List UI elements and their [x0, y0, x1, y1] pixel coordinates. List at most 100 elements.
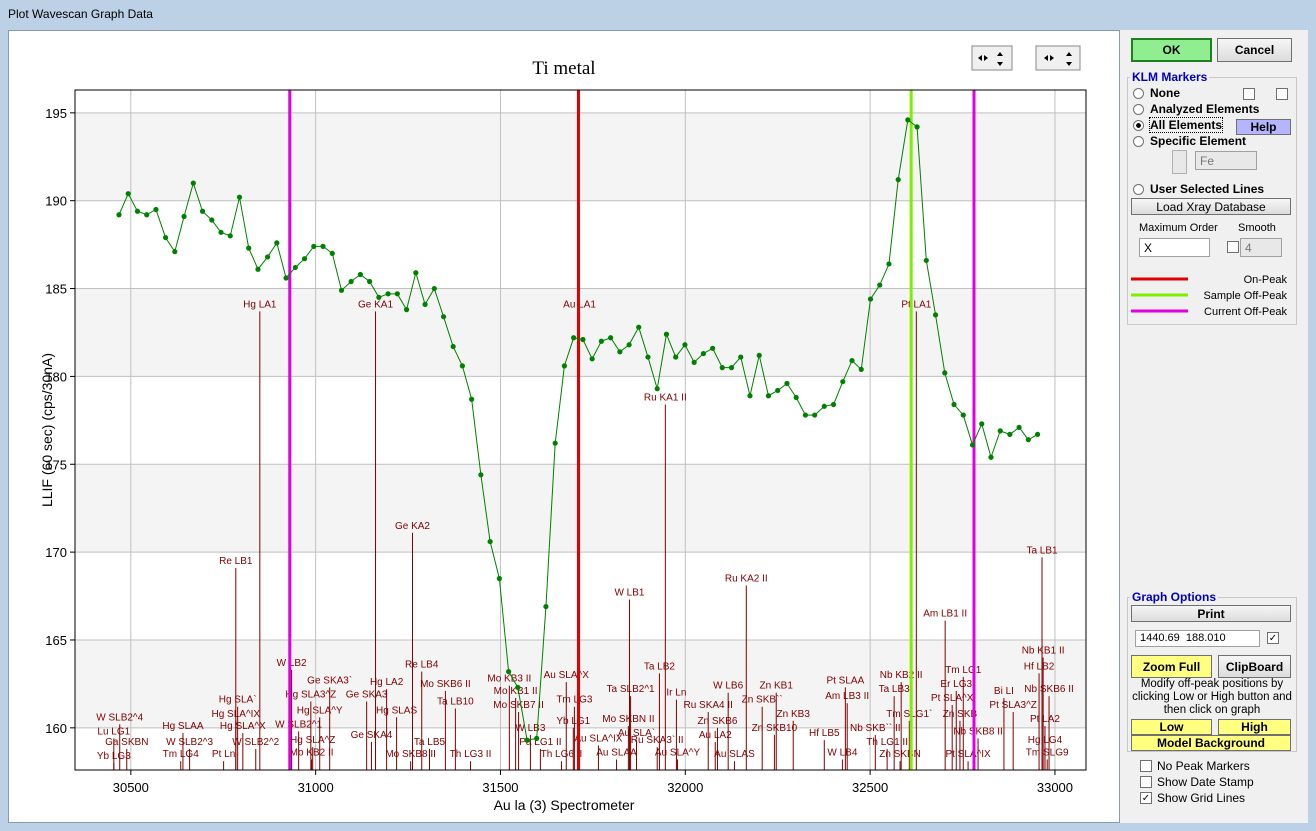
data-line	[118, 118, 1038, 741]
data-point	[181, 213, 187, 220]
data-point	[654, 386, 660, 392]
xray-marker-label: Nb KB1 II	[1022, 646, 1065, 657]
data-point	[413, 270, 419, 276]
ok-button[interactable]: OK	[1131, 38, 1212, 62]
xray-marker-label: Pt SLA^X	[931, 693, 974, 704]
checkbox[interactable]	[1227, 241, 1239, 253]
checkbox-label[interactable]: Show Date Stamp	[1157, 775, 1254, 789]
checkbox[interactable]	[1243, 88, 1255, 100]
xray-marker-label: Pt LA1	[901, 299, 931, 310]
group-title: Graph Options	[1130, 590, 1218, 604]
xray-marker-label: W LB1	[614, 588, 644, 599]
grid-band	[75, 288, 1086, 377]
data-point	[849, 357, 855, 364]
x-tick-label: 32000	[667, 780, 703, 795]
checkbox-checked[interactable]: ✓	[1140, 792, 1152, 804]
x-tick-label: 31000	[298, 780, 334, 795]
radio-label[interactable]: Analyzed Elements	[1150, 102, 1260, 116]
xray-marker-label: Pt SLA3^Z	[989, 700, 1037, 711]
smooth-combo[interactable]: 4	[1240, 238, 1282, 257]
low-button[interactable]: Low	[1131, 719, 1212, 735]
radio[interactable]	[1133, 136, 1144, 147]
clipboard-button[interactable]: ClipBoard	[1218, 655, 1291, 678]
data-point	[236, 194, 243, 200]
legend-label: Sample Off-Peak	[1203, 290, 1287, 302]
xray-marker-label: Hg SLA^X	[220, 721, 266, 732]
load-button[interactable]: Load Xray Database	[1131, 198, 1291, 215]
xray-marker-label: Ta SLB2^1	[607, 684, 655, 695]
data-point	[283, 275, 289, 281]
radio-label[interactable]: None	[1150, 86, 1180, 100]
data-point	[543, 603, 549, 610]
data-point	[636, 324, 642, 330]
data-point	[571, 335, 577, 341]
xray-marker-label: Mo SKB8 II	[385, 749, 436, 760]
data-point	[580, 336, 586, 343]
spinner[interactable]	[1172, 150, 1187, 174]
radio-label[interactable]: User Selected Lines	[1150, 182, 1265, 196]
legend-svg: On-Peak Sample Off-Peak Current Off-Peak	[1131, 274, 1287, 318]
xray-marker-label: Hg SLA^Y	[297, 705, 343, 716]
radio[interactable]	[1133, 104, 1144, 115]
xray-marker-label: Am LB3 II	[825, 691, 869, 702]
data-point	[598, 338, 604, 344]
checkbox-checked[interactable]: ✓	[1267, 632, 1279, 644]
data-point	[385, 291, 391, 297]
print-button[interactable]: Print	[1131, 605, 1291, 622]
xray-marker-label: Re LB4	[405, 660, 439, 671]
checkbox[interactable]	[1276, 88, 1288, 100]
radio-label[interactable]: All Elements	[1148, 117, 1224, 133]
xray-marker-label: Au SLA^X	[544, 670, 590, 681]
data-point	[403, 307, 410, 313]
grid-band	[75, 464, 1086, 553]
data-point	[199, 208, 206, 214]
y-axis-label: LLIF (60 sec) (cps/30nA)	[39, 353, 55, 507]
xray-marker-label: Au SLAA	[596, 747, 637, 758]
model-background-button[interactable]: Model Background	[1131, 735, 1291, 751]
xray-marker-label: Au SLAS	[714, 749, 755, 760]
scroll-spinners	[971, 45, 1081, 71]
data-point	[320, 243, 326, 249]
y-tick-label: 190	[45, 194, 67, 209]
help-button[interactable]: Help	[1236, 119, 1291, 135]
xray-marker-label: Mo SKB6 II	[420, 679, 471, 690]
checkbox[interactable]	[1140, 776, 1152, 788]
radio[interactable]	[1133, 184, 1144, 195]
data-point	[979, 421, 985, 427]
radio[interactable]	[1133, 88, 1144, 99]
zoom-full-button[interactable]: Zoom Full	[1131, 655, 1212, 678]
radio-label[interactable]: Specific Element	[1150, 134, 1247, 148]
high-button[interactable]: High	[1218, 719, 1291, 735]
data-point	[1034, 431, 1041, 437]
plot-frame	[74, 89, 1087, 771]
data-point	[357, 271, 363, 278]
checkbox-label[interactable]: Show Grid Lines	[1157, 791, 1246, 805]
xray-marker-label: Pt Ln	[212, 749, 235, 760]
checkbox[interactable]	[1140, 760, 1152, 772]
xray-marker-label: Tm SLG1`	[886, 708, 932, 720]
data-point	[134, 208, 141, 214]
xray-marker-label: Hg LA2	[370, 677, 404, 688]
smooth-label: Smooth	[1238, 222, 1276, 234]
radio-checked[interactable]	[1133, 120, 1144, 131]
data-point	[264, 254, 271, 260]
legend-label: Current Off-Peak	[1204, 306, 1287, 318]
data-point	[116, 212, 122, 218]
data-point	[227, 233, 233, 239]
cancel-button[interactable]: Cancel	[1217, 38, 1292, 62]
xray-marker-label: Ru SKA3` II	[631, 734, 684, 746]
data-point	[738, 354, 744, 360]
xray-marker-label: Lu LG1	[97, 726, 130, 737]
data-point	[367, 278, 373, 285]
xray-marker-label: Ru KA1 II	[644, 393, 687, 404]
data-point	[144, 212, 150, 218]
xray-marker-label: Mo KB2 II	[290, 747, 334, 758]
xray-marker-label: Au SLA`	[618, 727, 655, 739]
checkbox-label[interactable]: No Peak Markers	[1157, 759, 1250, 773]
max-order-combo[interactable]: X	[1139, 238, 1210, 257]
element-combo[interactable]: Fe	[1195, 151, 1257, 170]
xray-marker-label: Hg SLAS	[376, 705, 417, 716]
y-tick-label: 160	[45, 721, 67, 736]
xray-marker-label: Hf LB2	[1024, 661, 1055, 672]
window-title: Plot Wavescan Graph Data	[8, 7, 153, 21]
